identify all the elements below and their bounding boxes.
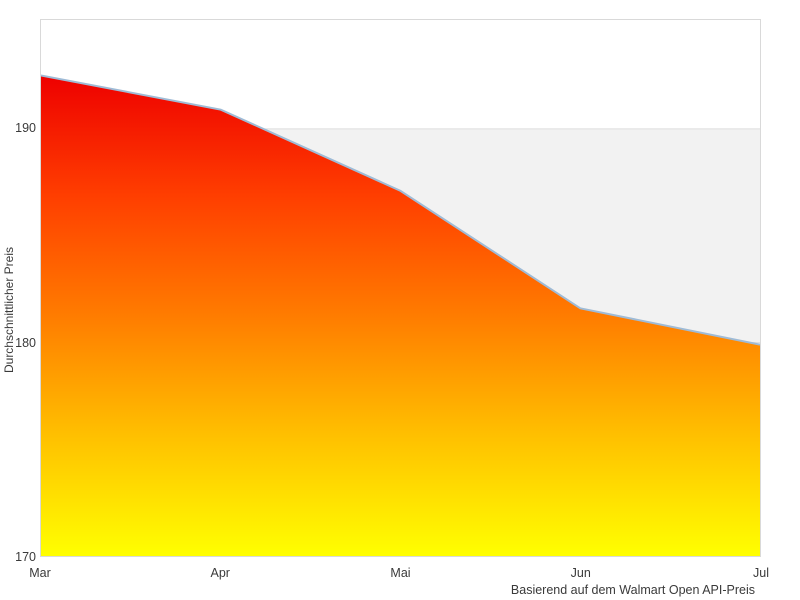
area-fill bbox=[41, 75, 760, 556]
x-tick-label: Jul bbox=[753, 566, 769, 580]
chart-caption: Basierend auf dem Walmart Open API-Preis bbox=[510, 583, 755, 597]
area-line bbox=[41, 74, 760, 346]
x-tick-label: Mai bbox=[390, 566, 411, 580]
y-tick-label: 180 bbox=[15, 335, 36, 350]
x-tick-label: Apr bbox=[210, 566, 230, 580]
plot-area bbox=[40, 19, 761, 557]
x-tick-label: Jun bbox=[570, 566, 591, 580]
x-tick-label: Mar bbox=[29, 566, 51, 580]
area-chart-svg bbox=[41, 74, 760, 556]
y-axis-title: Durchschnittlicher Preis bbox=[2, 246, 16, 374]
y-tick-label: 170 bbox=[15, 550, 36, 564]
y-tick-label: 190 bbox=[15, 121, 36, 136]
